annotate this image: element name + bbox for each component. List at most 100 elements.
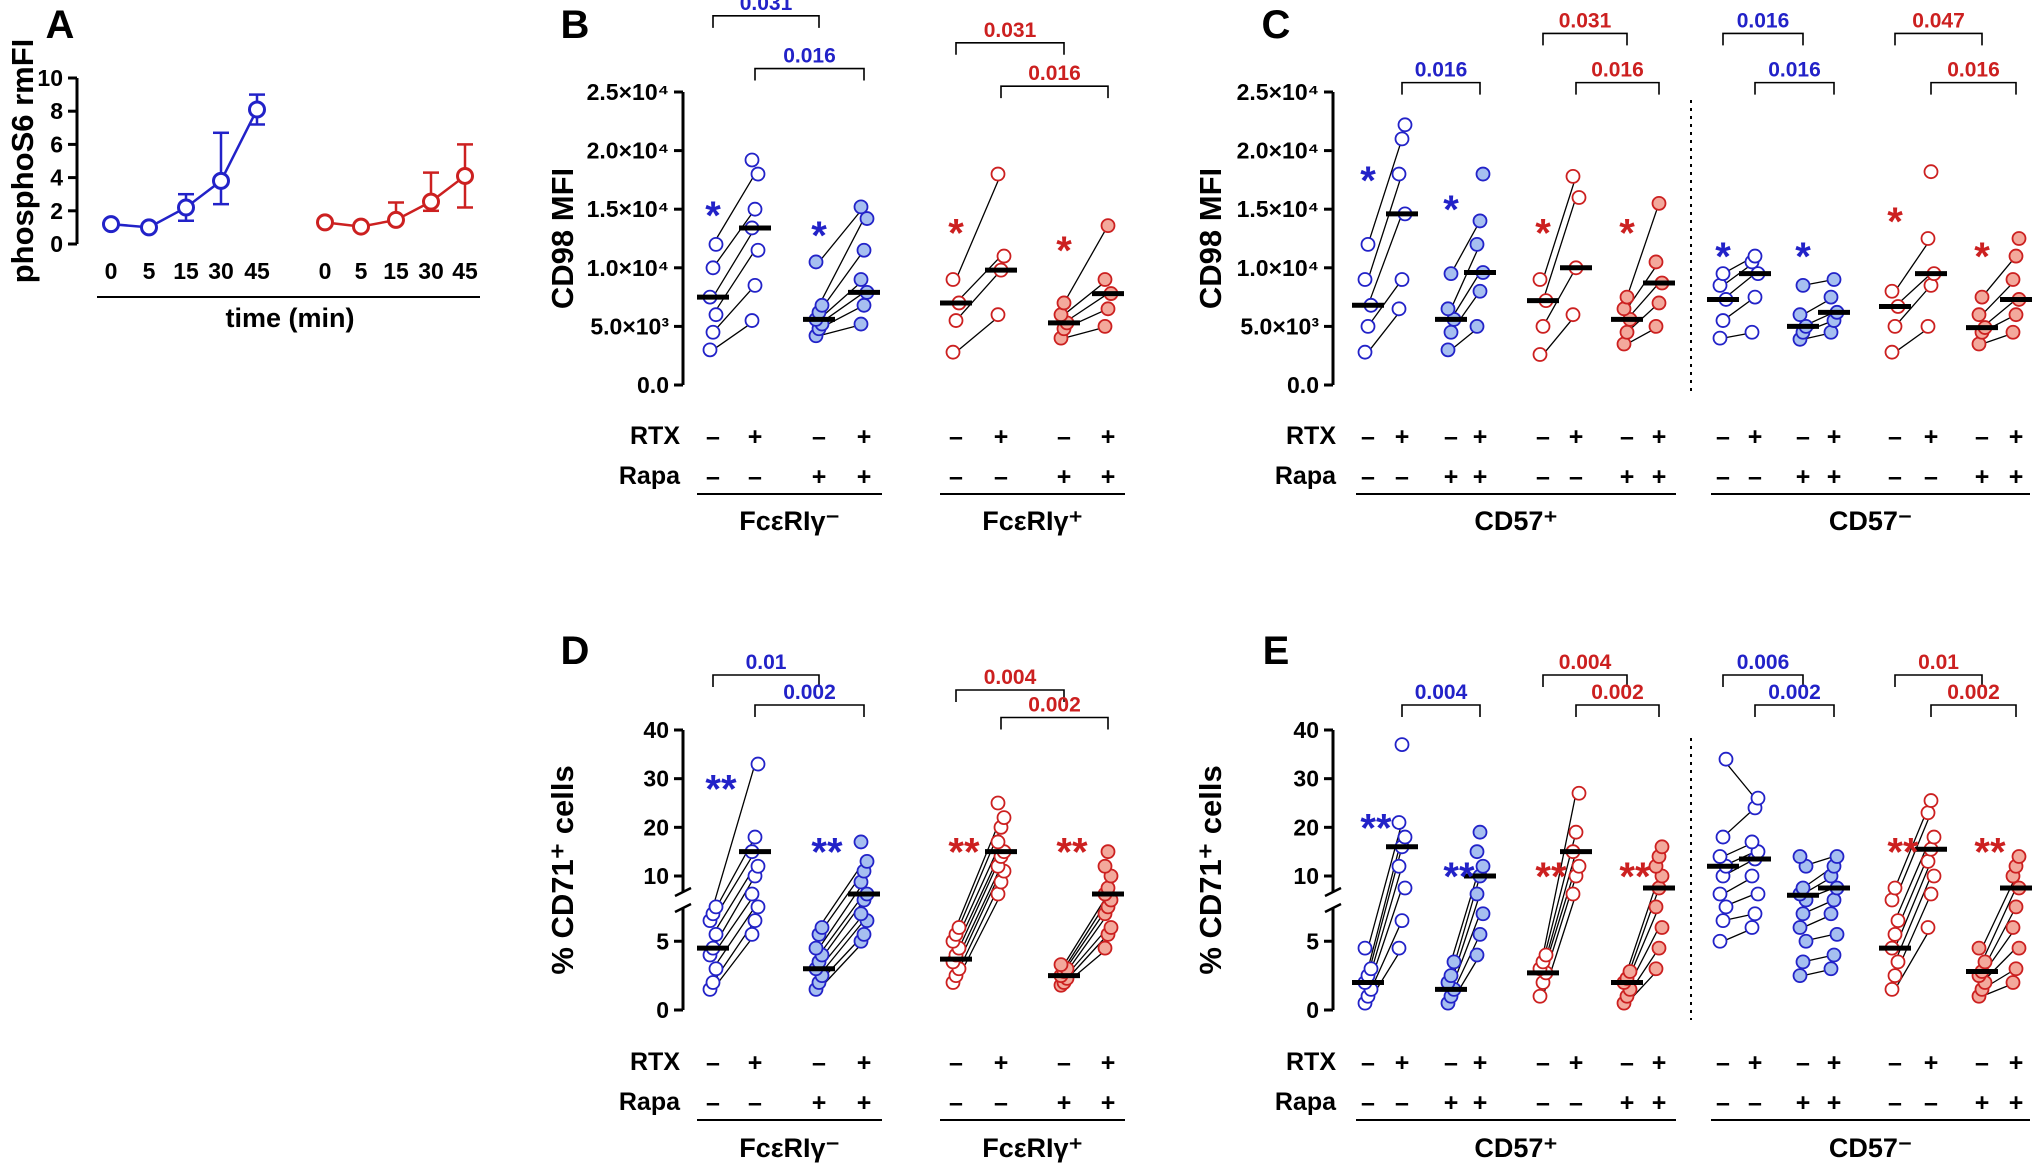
p-value-bracket [955,689,1065,702]
data-point [990,166,1006,182]
data-point [1097,858,1113,874]
pair-line [1981,255,2017,298]
p-value-label: 0.004 [984,666,1037,689]
minus-sign: – [1361,1089,1375,1117]
data-point-blue [177,198,195,217]
data-point [750,858,766,874]
data-point [1712,886,1728,902]
data-point [990,307,1006,323]
data-point [814,920,830,935]
data-point [708,899,724,915]
plus-sign: + [1395,1049,1410,1077]
data-point [1532,272,1548,287]
y-tick-label: 40 [643,717,669,743]
data-point [945,344,961,360]
y-tick-label: 5.0×10³ [590,313,669,339]
pair-line [712,284,756,333]
data-point [2008,899,2024,915]
pair-line [1626,203,1660,298]
significance-star: ** [1443,855,1475,899]
data-point [1750,886,1766,902]
data-point [2011,940,2027,956]
data-point [1443,968,1459,984]
panel-letter-b: B [561,3,590,47]
y-tick-label: 5.0×10³ [1240,313,1319,339]
plus-sign: + [1473,423,1488,451]
data-point [2011,231,2027,246]
p-value-label: 0.016 [1737,9,1790,32]
pair-line [1063,893,1109,965]
p-value-label: 0.002 [1591,681,1644,704]
data-point [1977,954,1993,970]
pair-line [1542,176,1577,280]
plus-sign: + [748,423,763,451]
data-point [1469,318,1485,334]
data-point [1357,272,1373,287]
data-point-red [316,213,334,232]
data-point [708,236,724,252]
p-value-label: 0.002 [1768,681,1821,704]
pair-line [955,314,1002,353]
pair-line [712,763,756,908]
pair-line [818,206,865,263]
data-point [1715,913,1731,929]
data-point [990,795,1006,811]
pair-line [1367,308,1403,353]
rapa-label: Rapa [1275,462,1337,490]
minus-sign: – [1444,423,1458,451]
y-tick-label: 6 [50,131,63,157]
significance-star: * [1056,229,1072,273]
significance-star: * [1360,159,1376,203]
data-point [1619,289,1635,305]
x-axis-title: time (min) [225,303,354,333]
significance-star: ** [1535,855,1567,899]
minus-sign: – [949,463,963,491]
data-point-blue [212,171,230,190]
data-point [1446,954,1462,970]
data-point [747,913,763,929]
pair-line [955,255,1002,304]
data-point [1974,289,1990,305]
minus-sign: – [1716,463,1730,491]
significance-star: * [1887,200,1903,244]
data-point-red [456,166,474,185]
plus-sign: + [1620,463,1635,491]
plus-sign: + [1827,423,1842,451]
pair-line [712,173,756,245]
y-tick-label: 20 [1293,814,1319,840]
data-point-blue [102,215,120,234]
data-point [1971,940,1987,956]
data-point [1750,790,1766,806]
plus-sign: + [857,463,872,491]
plus-sign: + [857,1089,872,1117]
y-tick-label: 1.0×10⁴ [587,255,669,281]
panel-d: D 0 5 10 20 30 40 % CD71⁺ cells ** ** ** ** 0.01 0.00… [545,629,1125,1163]
p-value-bracket [1894,32,1983,46]
minus-sign: – [1569,1089,1583,1117]
significance-star: * [1443,188,1459,232]
data-point [1469,886,1485,902]
rtx-label: RTX [630,1048,680,1076]
data-point [859,211,875,226]
data-point [1622,964,1638,979]
data-point [1394,131,1410,147]
data-point [2008,248,2024,264]
data-point [951,920,967,935]
pair-line [818,893,865,956]
data-point [1397,829,1413,845]
data-point [1571,785,1587,801]
plus-sign: + [2009,463,2024,491]
significance-star: * [811,214,827,258]
minus-sign: – [994,463,1008,491]
p-value-label: 0.004 [1415,681,1468,704]
data-point [708,307,724,323]
data-point [1887,968,1903,984]
plus-sign: + [1827,1089,1842,1117]
data-point [1648,961,1664,977]
y-axis-title: % CD71⁺ cells [545,765,580,974]
data-point [1826,272,1842,287]
significance-star: * [1795,235,1811,279]
axis-break-mark [1324,886,1342,898]
y-tick-label: 30 [643,766,669,792]
p-value-label: 0.016 [1591,59,1644,82]
